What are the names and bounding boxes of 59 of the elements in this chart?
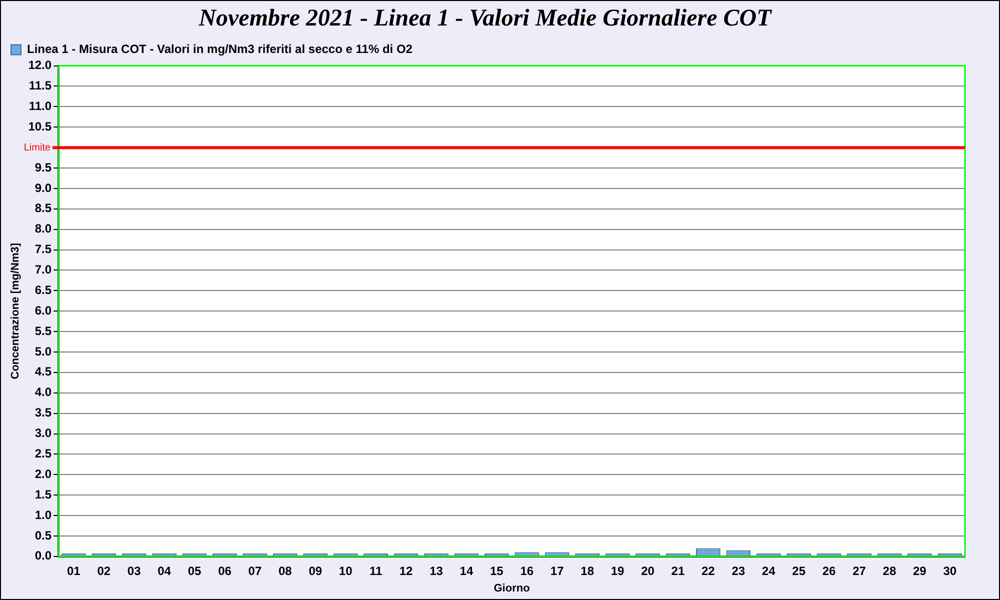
ref-line-label: Limite: [24, 142, 51, 154]
legend-label: Linea 1 - Misura COT - Valori in mg/Nm3 riferiti al secco e 11% di O2: [27, 42, 413, 56]
x-tick-label: 06: [218, 564, 232, 578]
x-axis-title: Giorno: [494, 582, 530, 594]
chart-title: Novembre 2021 - Linea 1 - Valori Medie Giornaliere COT: [198, 6, 773, 32]
x-tick-label: 21: [671, 564, 685, 578]
x-tick-label: 24: [762, 564, 776, 578]
x-tick-label: 19: [610, 564, 625, 578]
y-tick-label: 5.5: [34, 324, 52, 338]
x-tick-label: 20: [641, 564, 655, 578]
x-tick-label: 05: [188, 564, 202, 578]
x-tick-label: 08: [278, 564, 292, 578]
x-tick-label: 09: [308, 564, 322, 578]
x-tick-label: 02: [97, 564, 111, 578]
y-tick-label: 4.5: [34, 364, 52, 379]
y-tick-label: 3.0: [34, 426, 52, 440]
y-tick-label: 1.5: [34, 487, 52, 502]
y-tick-label: 12.0: [28, 58, 52, 72]
y-tick-label: 3.5: [34, 406, 52, 420]
x-tick-label: 13: [430, 564, 444, 578]
x-tick-label: 18: [580, 564, 594, 578]
y-tick-label: 4.0: [34, 385, 52, 400]
y-tick-label: 11.0: [28, 98, 52, 113]
y-tick-label: 9.5: [34, 160, 52, 174]
y-tick-label: 2.0: [34, 466, 52, 481]
y-tick-label: 7.0: [34, 262, 52, 277]
x-tick-label: 28: [882, 564, 896, 578]
y-tick-label: 1.0: [34, 508, 52, 522]
x-tick-label: 26: [822, 564, 836, 578]
y-tick-label: 6.5: [34, 282, 52, 297]
y-tick-label: 0.0: [34, 548, 52, 563]
x-tick-label: 25: [792, 564, 806, 578]
x-tick-label: 27: [852, 564, 866, 578]
x-tick-label: 12: [399, 564, 414, 578]
y-tick-label: 5.0: [34, 344, 52, 358]
x-tick-label: 29: [913, 564, 927, 578]
x-tick-label: 15: [490, 564, 504, 578]
x-tick-label: 22: [701, 564, 716, 578]
x-tick-label: 16: [520, 564, 534, 578]
x-tick-label: 01: [66, 564, 81, 578]
x-tick-label: 10: [338, 564, 353, 578]
x-tick-label: 03: [127, 564, 142, 578]
x-tick-label: 11: [369, 564, 382, 578]
y-tick-label: 11.5: [28, 78, 52, 93]
x-tick-label: 07: [248, 564, 262, 578]
y-tick-label: 6.0: [34, 303, 52, 318]
y-tick-label: 10.5: [28, 119, 52, 134]
x-tick-label: 17: [550, 564, 564, 578]
y-tick-label: 8.0: [34, 222, 52, 236]
x-tick-label: 23: [732, 564, 746, 578]
y-tick-label: 9.0: [34, 180, 52, 195]
y-tick-label: 0.5: [34, 528, 52, 542]
x-tick-label: 04: [158, 564, 172, 578]
y-tick-label: 8.5: [34, 201, 52, 216]
x-tick-label: 30: [943, 564, 957, 578]
y-axis-title: Concentrazione [mg/Nm3]: [10, 242, 22, 380]
x-tick-label: 14: [460, 564, 474, 578]
y-tick-label: 2.5: [34, 446, 52, 461]
y-tick-label: 7.5: [34, 242, 52, 256]
